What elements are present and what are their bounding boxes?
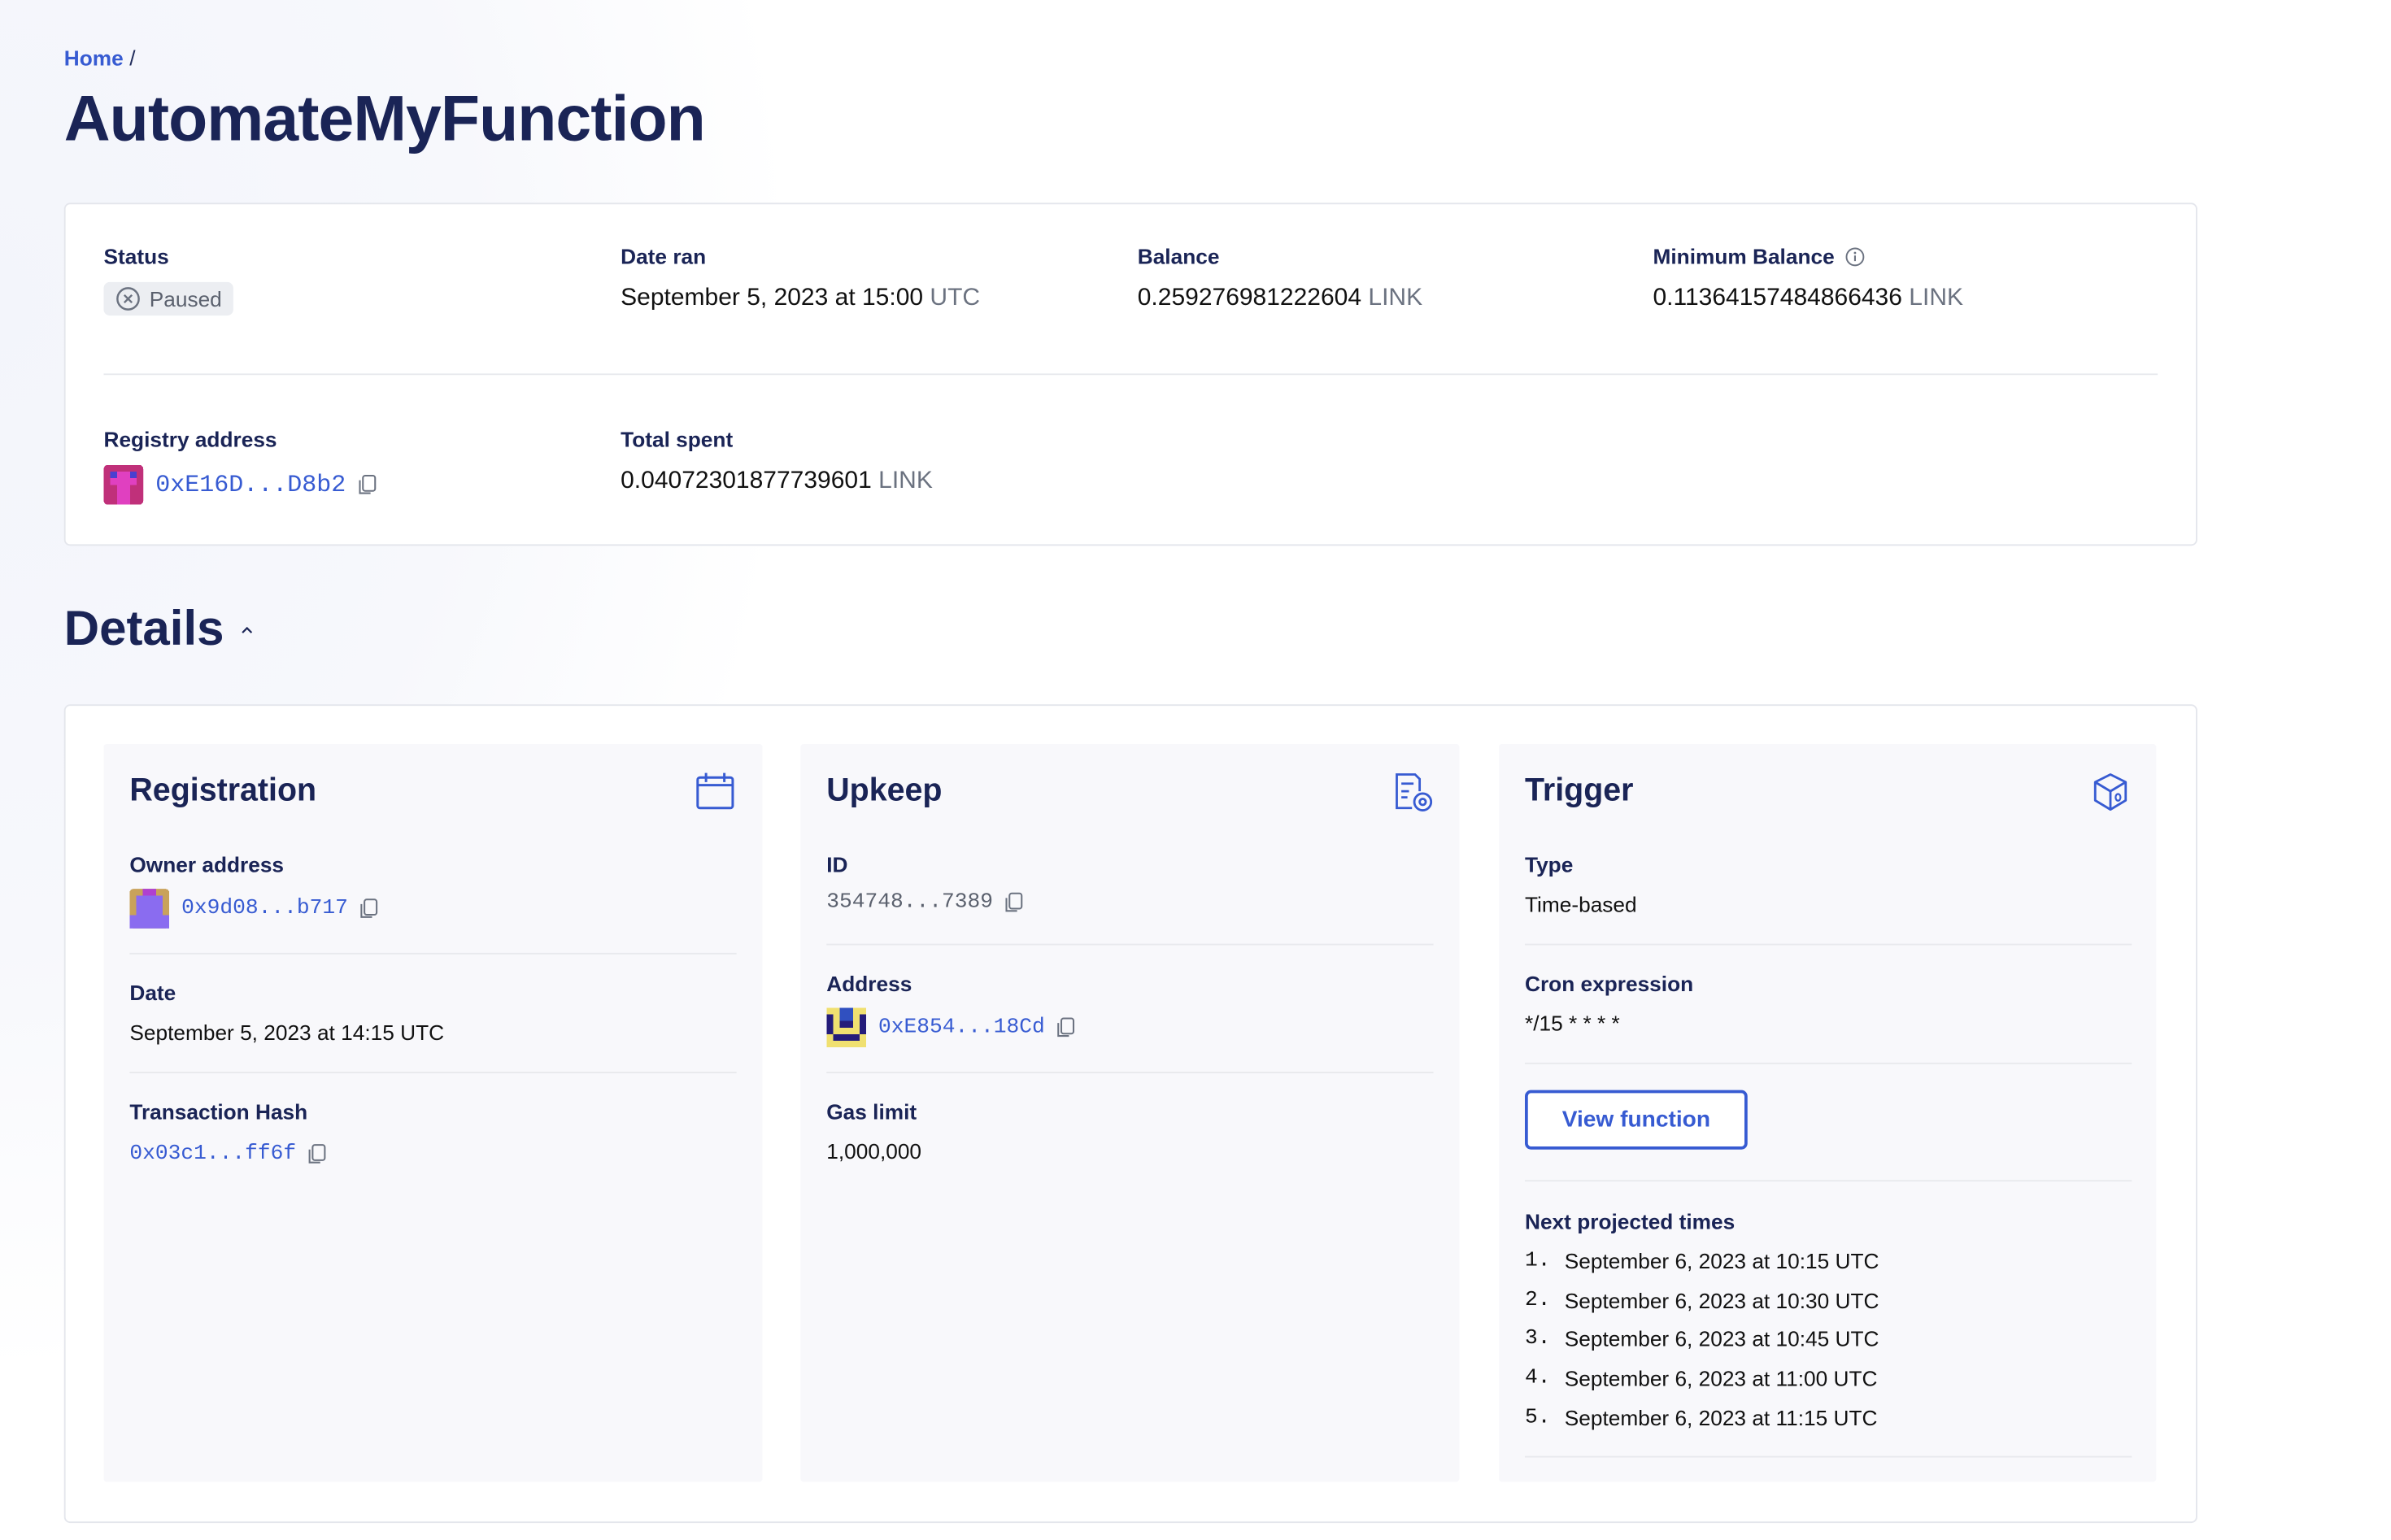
divider [129, 1072, 737, 1073]
projected-time-item: 4. September 6, 2023 at 11:00 UTC [1525, 1359, 1879, 1398]
details-toggle[interactable]: Details [64, 601, 255, 657]
upkeep-identicon [826, 1007, 866, 1048]
address-label: Address [826, 971, 912, 996]
total-spent-label: Total spent [621, 427, 734, 451]
copy-icon[interactable] [358, 474, 377, 495]
chevron-up-icon [242, 625, 253, 633]
min-balance-label: Minimum Balance [1653, 244, 1835, 268]
status-field: Status Paused [103, 244, 234, 319]
projected-time-item: 5. September 6, 2023 at 11:15 UTC [1525, 1398, 1879, 1437]
trigger-title: Trigger [1525, 772, 1634, 808]
next-times-list: 1. September 6, 2023 at 10:15 UTC 2. Septem… [1525, 1241, 1879, 1437]
details-card: Registration Owner address 0x9d08...b717… [63, 704, 2197, 1524]
balance-field: Balance 0.259276981222604 LINK [1138, 244, 1422, 312]
copy-icon[interactable] [1057, 1017, 1076, 1038]
date-value: September 5, 2023 at 14:15 UTC [129, 1020, 445, 1045]
total-spent-unit: LINK [878, 468, 933, 494]
projected-time-value: September 6, 2023 at 11:15 UTC [1564, 1404, 1878, 1429]
owner-address-link[interactable]: 0x9d08...b717 [181, 896, 348, 921]
view-function-button[interactable]: View function [1525, 1090, 1748, 1150]
breadcrumb: Home / [64, 46, 136, 70]
min-balance-field: Minimum Balance 0.11364157484866436 LINK [1653, 244, 1964, 312]
owner-identicon [129, 889, 170, 929]
divider [1525, 1455, 2132, 1458]
registry-field: Registry address 0xE16D...D8b2 [103, 427, 377, 505]
registry-identicon [103, 464, 144, 505]
gas-value: 1,000,000 [826, 1138, 922, 1164]
total-spent-field: Total spent 0.04072301877739601 LINK [621, 427, 933, 495]
projected-time-number: 2. [1525, 1287, 1551, 1312]
next-times-label: Next projected times [1525, 1208, 1736, 1233]
min-balance-unit: LINK [1909, 285, 1964, 311]
copy-icon[interactable] [1005, 892, 1024, 913]
divider [1525, 1180, 2132, 1182]
cron-label: Cron expression [1525, 971, 1694, 996]
tx-label: Transaction Hash [129, 1098, 308, 1124]
projected-time-item: 3. September 6, 2023 at 10:45 UTC [1525, 1320, 1879, 1359]
status-badge: Paused [103, 281, 234, 316]
date-ran-unit: UTC [930, 285, 981, 311]
copy-icon[interactable] [308, 1143, 327, 1164]
tx-hash-link[interactable]: 0x03c1...ff6f [129, 1142, 297, 1167]
cron-value: */15 * * * * [1525, 1011, 1620, 1036]
calendar-icon [696, 772, 734, 810]
info-icon[interactable] [1845, 246, 1865, 266]
date-ran-value: September 5, 2023 at 15:00 [621, 285, 924, 311]
balance-label: Balance [1137, 244, 1220, 268]
projected-time-number: 5. [1525, 1404, 1551, 1429]
cube-icon [2093, 773, 2128, 811]
details-heading: Details [63, 600, 224, 656]
status-label: Status [103, 244, 169, 268]
date-ran-field: Date ran September 5, 2023 at 15:00 UTC [621, 244, 980, 312]
copy-icon[interactable] [360, 898, 379, 919]
document-settings-icon [1396, 773, 1433, 811]
projected-time-item: 2. September 6, 2023 at 10:30 UTC [1525, 1280, 1879, 1319]
projected-time-value: September 6, 2023 at 10:15 UTC [1564, 1248, 1879, 1273]
balance-value: 0.259276981222604 [1137, 285, 1362, 311]
divider [1525, 1062, 2132, 1064]
registration-panel: Registration Owner address 0x9d08...b717… [103, 744, 763, 1482]
type-label: Type [1525, 852, 1574, 877]
projected-time-item: 1. September 6, 2023 at 10:15 UTC [1525, 1241, 1879, 1280]
registry-address-link[interactable]: 0xE16D...D8b2 [155, 471, 346, 499]
registry-label: Registry address [103, 427, 277, 451]
upkeep-panel: Upkeep ID 354748...7389 Address 0xE854..… [800, 744, 1460, 1482]
registration-title: Registration [129, 772, 317, 808]
id-label: ID [826, 852, 848, 877]
owner-label: Owner address [129, 852, 285, 877]
projected-time-number: 4. [1525, 1365, 1551, 1390]
upkeep-address-link[interactable]: 0xE854...18Cd [878, 1015, 1045, 1040]
projected-time-number: 1. [1525, 1248, 1551, 1273]
balance-unit: LINK [1368, 285, 1423, 311]
gas-label: Gas limit [826, 1098, 917, 1124]
type-value: Time-based [1525, 891, 1637, 916]
total-spent-value: 0.04072301877739601 [621, 468, 872, 494]
projected-time-number: 3. [1525, 1326, 1551, 1351]
status-value: Paused [149, 286, 222, 311]
summary-divider [103, 373, 2158, 376]
breadcrumb-home-link[interactable]: Home [63, 46, 124, 71]
breadcrumb-separator: / [129, 46, 136, 71]
upkeep-id-value: 354748...7389 [826, 890, 994, 915]
projected-time-value: September 6, 2023 at 11:00 UTC [1564, 1365, 1878, 1390]
date-ran-label: Date ran [621, 244, 707, 268]
projected-time-value: September 6, 2023 at 10:30 UTC [1564, 1287, 1879, 1312]
summary-card: Status Paused Date ran September 5, 2023… [63, 202, 2197, 546]
divider [129, 952, 737, 955]
x-circle-icon [116, 287, 140, 311]
divider [1525, 943, 2132, 946]
projected-time-value: September 6, 2023 at 10:45 UTC [1564, 1326, 1879, 1351]
date-label: Date [129, 980, 176, 1005]
min-balance-value: 0.11364157484866436 [1653, 285, 1902, 311]
page-title: AutomateMyFunction [63, 82, 706, 154]
trigger-panel: Trigger Type Time-based Cron expression … [1499, 744, 2157, 1482]
divider [826, 1072, 1434, 1073]
divider [826, 943, 1434, 946]
upkeep-title: Upkeep [826, 772, 943, 808]
